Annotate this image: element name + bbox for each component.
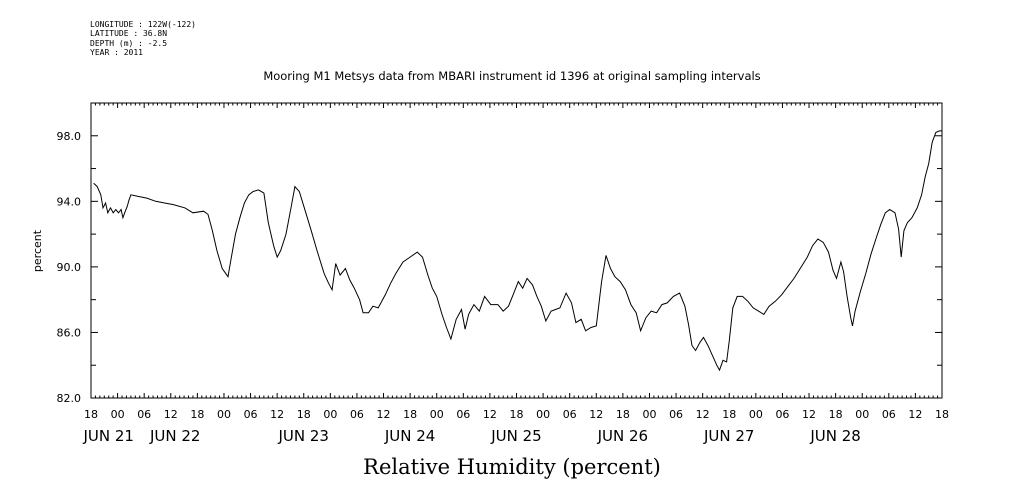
y-axis-label: percent	[31, 229, 44, 272]
x-tick-label: 12	[908, 408, 922, 421]
x-tick-label: 00	[536, 408, 550, 421]
x-tick-label: 00	[430, 408, 444, 421]
x-tick-label: 00	[217, 408, 231, 421]
x-tick-label: 12	[377, 408, 391, 421]
y-tick-labels: 82.0 86.0 90.0 94.0 98.0	[57, 130, 82, 405]
metadata-depth: DEPTH (m) : -2.5	[90, 38, 168, 48]
x-tick-label: 00	[111, 408, 125, 421]
x-tick-label: 06	[775, 408, 789, 421]
series-line	[93, 130, 942, 372]
metadata-block: LONGITUDE : 122W(-122) LATITUDE : 36.8N …	[90, 20, 196, 57]
metadata-year: YEAR : 2011	[90, 47, 143, 57]
x-tick-label: 06	[350, 408, 364, 421]
x-day-labels: JUN 21 JUN 22 JUN 23 JUN 24 JUN 25 JUN 26 JUN …	[82, 427, 860, 445]
x-day-label: JUN 26	[597, 427, 648, 445]
x-day-label: JUN 24	[384, 427, 435, 445]
x-tick-label: 18	[616, 408, 630, 421]
x-tick-label: 18	[935, 408, 949, 421]
x-day-label: JUN 23	[278, 427, 329, 445]
y-tick-label: 94.0	[57, 195, 82, 208]
x-tick-label: 12	[802, 408, 816, 421]
x-tick-label: 12	[696, 408, 710, 421]
x-tick-label: 18	[722, 408, 736, 421]
x-tick-label: 06	[456, 408, 470, 421]
x-tick-label: 06	[137, 408, 151, 421]
metadata-longitude: LONGITUDE : 122W(-122)	[90, 20, 196, 29]
x-tick-label: 18	[190, 408, 204, 421]
x-tick-label: 18	[297, 408, 311, 421]
x-axis-label: Relative Humidity (percent)	[363, 455, 661, 479]
plot-frame	[90, 102, 943, 399]
x-tick-label: 12	[270, 408, 284, 421]
y-tick-label: 86.0	[57, 326, 82, 339]
x-tick-label: 06	[244, 408, 258, 421]
y-tick-label: 98.0	[57, 130, 82, 143]
x-tick-label: 00	[642, 408, 656, 421]
x-tick-label: 12	[589, 408, 603, 421]
x-day-label: JUN 21	[82, 427, 133, 445]
y-tick-label: 82.0	[57, 392, 82, 405]
x-tick-label: 00	[323, 408, 337, 421]
x-tick-label: 00	[749, 408, 763, 421]
x-tick-labels: 18 00 06 12 18 00 06 12 18 00 06 12 18 00 06 12 18 00 06 12…	[84, 408, 949, 421]
x-tick-label: 06	[882, 408, 896, 421]
x-tick-label: 06	[669, 408, 683, 421]
y-tick-label: 90.0	[57, 261, 82, 274]
x-tick-label: 12	[164, 408, 178, 421]
x-day-label: JUN 22	[149, 427, 200, 445]
x-tick-label: 18	[510, 408, 524, 421]
x-tick-label: 00	[855, 408, 869, 421]
metadata-latitude: LATITUDE : 36.8N	[90, 29, 168, 39]
axis-ticks	[90, 102, 943, 399]
x-tick-label: 18	[84, 408, 98, 421]
chart-title: Mooring M1 Metsys data from MBARI instru…	[263, 69, 760, 83]
x-tick-label: 12	[483, 408, 497, 421]
x-tick-label: 18	[403, 408, 417, 421]
x-day-label: JUN 25	[490, 427, 541, 445]
x-tick-label: 18	[829, 408, 843, 421]
x-day-label: JUN 27	[703, 427, 754, 445]
x-day-label: JUN 28	[809, 427, 860, 445]
x-tick-label: 06	[563, 408, 577, 421]
